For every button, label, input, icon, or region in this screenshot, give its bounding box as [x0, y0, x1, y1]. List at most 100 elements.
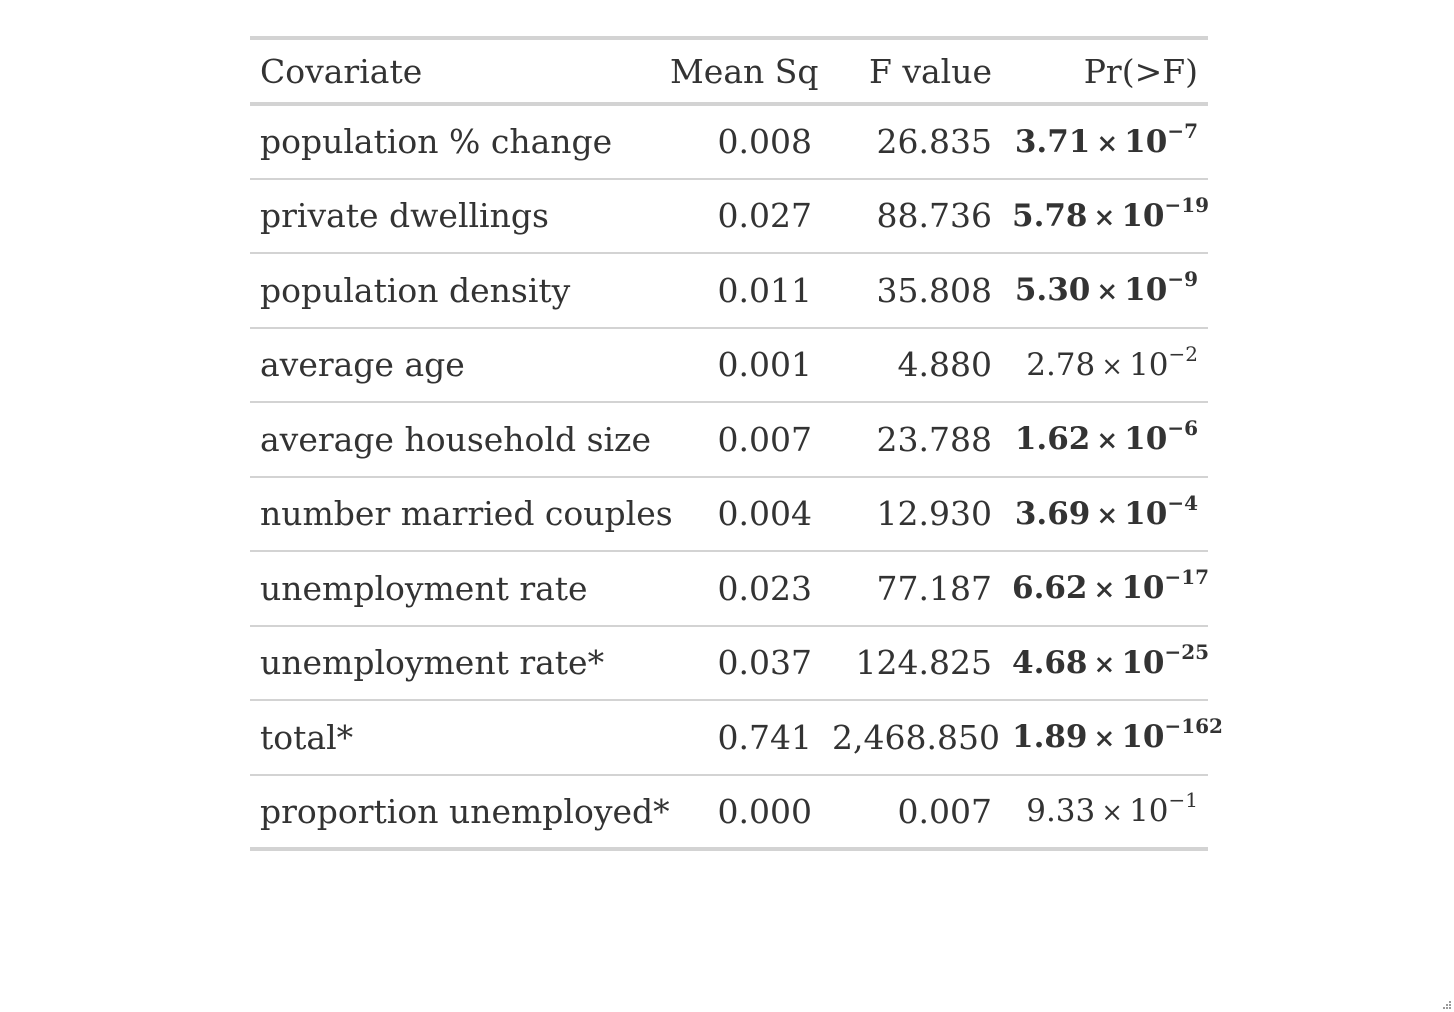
covariate-cell: unemployment rate	[260, 568, 588, 608]
covariate-cell: private dwellings	[260, 196, 549, 236]
p-base: 10	[1129, 793, 1169, 830]
p-times: ×	[1096, 277, 1119, 308]
p-exponent: −17	[1164, 565, 1210, 590]
table-row: unemployment rate* 0.037 124.825 4.68 × 10−25	[250, 626, 1210, 701]
mean-sq-cell: 0.004	[717, 494, 812, 534]
mean-sq-cell: 0.001	[717, 345, 812, 385]
covariate-cell: number married couples	[260, 494, 673, 534]
p-exponent: −4	[1167, 490, 1198, 515]
p-times: ×	[1093, 724, 1116, 755]
p-exponent: −1	[1168, 788, 1198, 813]
f-value-cell: 124.825	[855, 643, 992, 683]
p-times: ×	[1096, 128, 1119, 159]
header-p-value: Pr(>F)	[1083, 51, 1198, 91]
p-mantissa: 3.69	[1014, 495, 1091, 532]
p-value-cell: 5.78 × 10−19	[1002, 179, 1210, 254]
covariate-cell: population density	[260, 270, 571, 310]
mean-sq-cell: 0.007	[717, 419, 812, 459]
covariate-cell: average household size	[260, 419, 651, 459]
f-value-cell: 26.835	[876, 122, 992, 162]
f-value-cell: 88.736	[876, 196, 992, 236]
p-base: 10	[1124, 421, 1168, 458]
p-base: 10	[1124, 495, 1168, 532]
p-times: ×	[1093, 575, 1116, 606]
p-mantissa: 5.30	[1014, 272, 1091, 309]
p-base: 10	[1129, 346, 1169, 383]
table-row: population % change 0.008 26.835 3.71 × 10−7	[250, 104, 1208, 179]
p-mantissa: 1.62	[1014, 421, 1091, 458]
p-exponent: −9	[1167, 267, 1198, 292]
header-covariate: Covariate	[260, 51, 423, 91]
table-row: population density 0.011 35.808 5.30 × 10−9	[250, 253, 1208, 328]
p-mantissa: 4.68	[1012, 644, 1088, 681]
p-mantissa: 6.62	[1012, 570, 1088, 607]
covariate-cell: proportion unemployed*	[260, 791, 670, 831]
p-value-cell: 9.33 × 10−1	[1002, 775, 1208, 850]
table-row: proportion unemployed* 0.000 0.007 9.33 × 10−…	[250, 775, 1208, 850]
p-times: ×	[1093, 202, 1116, 233]
table-row: number married couples 0.004 12.930 3.69 × 10…	[250, 477, 1208, 552]
p-value-cell: 1.62 × 10−6	[1002, 402, 1208, 477]
p-base: 10	[1121, 197, 1165, 234]
p-value-cell: 2.78 × 10−2	[1002, 328, 1208, 403]
p-times: ×	[1101, 798, 1124, 829]
p-exponent: −19	[1164, 192, 1210, 217]
f-value-cell: 23.788	[876, 419, 992, 459]
p-times: ×	[1096, 500, 1119, 531]
f-value-cell: 2,468.850	[832, 717, 1000, 757]
mean-sq-cell: 0.741	[717, 717, 812, 757]
mean-sq-cell: 0.027	[717, 196, 812, 236]
covariate-cell: total*	[260, 717, 354, 757]
table-row: unemployment rate 0.023 77.187 6.62 × 10−17	[250, 551, 1210, 626]
resize-grip-icon[interactable]	[1438, 996, 1452, 1010]
p-exponent: −7	[1167, 118, 1198, 143]
table-body: population % change 0.008 26.835 3.71 × 10−7 p…	[250, 104, 1223, 850]
p-exponent: −162	[1164, 714, 1223, 739]
p-mantissa: 3.71	[1014, 123, 1091, 160]
p-base: 10	[1121, 570, 1165, 607]
p-mantissa: 2.78	[1026, 346, 1096, 383]
mean-sq-cell: 0.011	[717, 270, 812, 310]
f-value-cell: 77.187	[876, 568, 992, 608]
table-row: private dwellings 0.027 88.736 5.78 × 10−19	[250, 179, 1210, 254]
p-exponent: −25	[1164, 639, 1210, 664]
covariate-cell: average age	[260, 345, 465, 385]
header-row: Covariate Mean Sq F value Pr(>F)	[250, 38, 1208, 104]
table-header: Covariate Mean Sq F value Pr(>F)	[250, 38, 1208, 104]
f-value-cell: 4.880	[897, 345, 992, 385]
p-value-cell: 1.89 × 10−162	[1002, 700, 1223, 775]
p-base: 10	[1121, 644, 1165, 681]
p-value-cell: 3.71 × 10−7	[1002, 104, 1208, 179]
p-times: ×	[1096, 426, 1119, 457]
p-exponent: −6	[1167, 416, 1198, 441]
p-base: 10	[1124, 272, 1168, 309]
p-value-cell: 5.30 × 10−9	[1002, 253, 1208, 328]
table-row: average age 0.001 4.880 2.78 × 10−2	[250, 328, 1208, 403]
f-value-cell: 12.930	[876, 494, 992, 534]
p-mantissa: 9.33	[1026, 793, 1096, 830]
mean-sq-cell: 0.037	[717, 643, 812, 683]
mean-sq-cell: 0.000	[717, 791, 812, 831]
p-times: ×	[1101, 351, 1124, 382]
p-mantissa: 5.78	[1012, 197, 1088, 234]
covariate-cell: population % change	[260, 122, 613, 162]
covariate-cell: unemployment rate*	[260, 643, 605, 683]
p-exponent: −2	[1168, 341, 1198, 366]
p-times: ×	[1093, 649, 1116, 680]
p-base: 10	[1124, 123, 1168, 160]
p-value-cell: 6.62 × 10−17	[1002, 551, 1210, 626]
anova-table: Covariate Mean Sq F value Pr(>F) populat…	[250, 36, 1223, 851]
p-value-cell: 3.69 × 10−4	[1002, 477, 1208, 552]
anova-table-container: Covariate Mean Sq F value Pr(>F) populat…	[250, 36, 1223, 851]
mean-sq-cell: 0.023	[717, 568, 812, 608]
mean-sq-cell: 0.008	[717, 122, 812, 162]
header-mean-sq: Mean Sq	[670, 51, 819, 91]
f-value-cell: 0.007	[897, 791, 992, 831]
p-mantissa: 1.89	[1012, 719, 1088, 756]
f-value-cell: 35.808	[876, 270, 992, 310]
table-row: total* 0.741 2,468.850 1.89 × 10−162	[250, 700, 1223, 775]
header-f-value: F value	[868, 51, 992, 91]
p-base: 10	[1121, 719, 1165, 756]
p-value-cell: 4.68 × 10−25	[1002, 626, 1210, 701]
table-row: average household size 0.007 23.788 1.62 × 10…	[250, 402, 1208, 477]
